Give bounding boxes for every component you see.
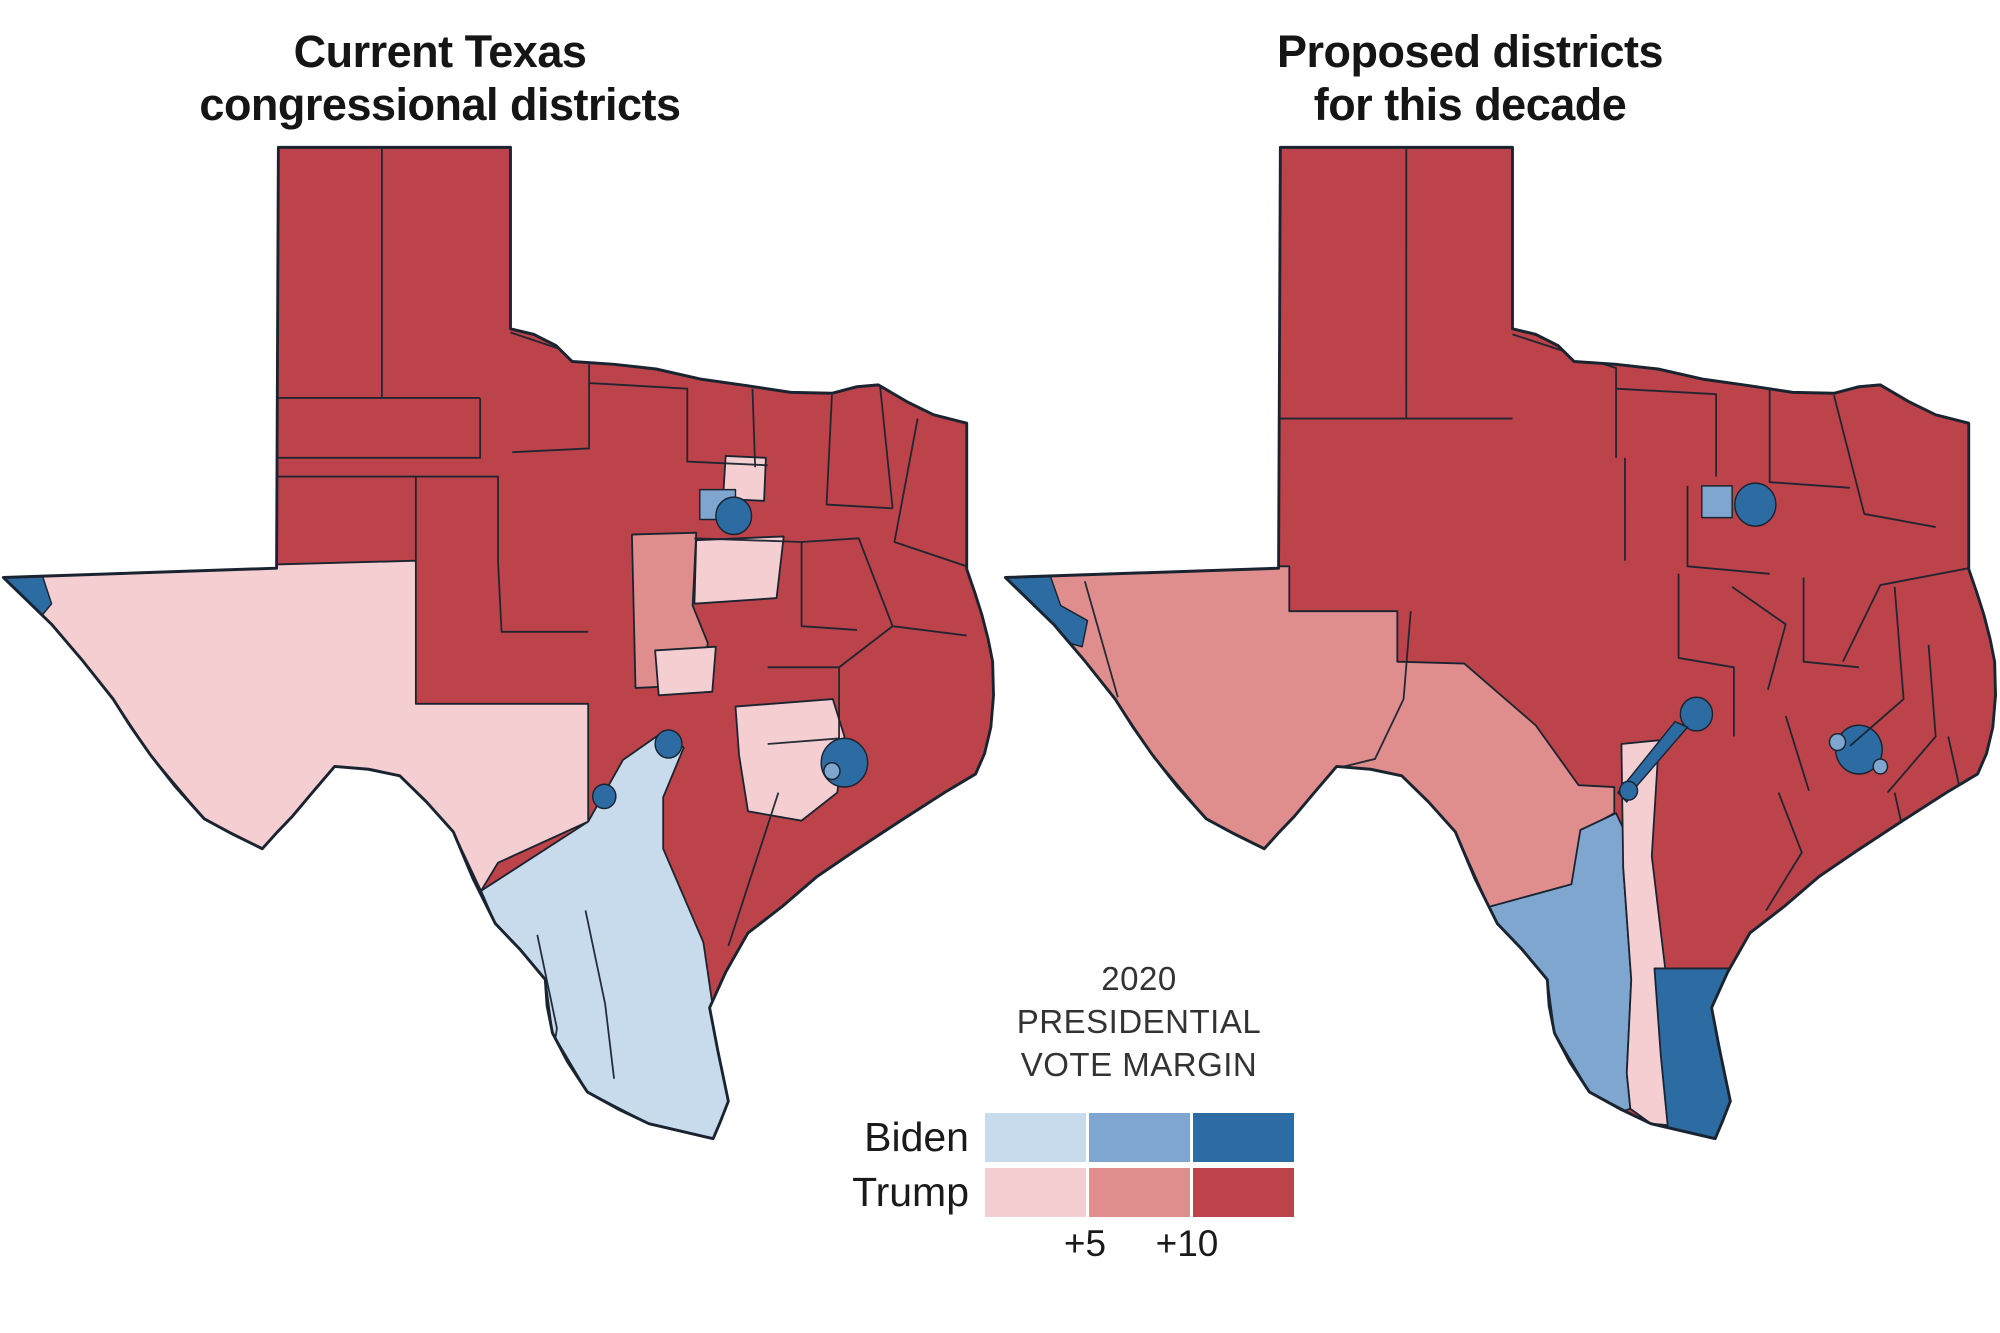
legend-swatch-biden-2: [1089, 1112, 1190, 1162]
title-proposed-line1: Proposed districts: [1276, 26, 1664, 77]
city-houston-inner-blob: [1828, 732, 1847, 752]
legend-row-trump: Trump: [833, 1167, 1313, 1217]
city-houston-inner-blob-2: [1872, 758, 1889, 775]
legend-swatch-trump-3: [1193, 1167, 1294, 1217]
city-dallas-fort-worth: [699, 488, 753, 536]
city-fortworth-blob: [1701, 485, 1733, 519]
legend-title: 2020 PRESIDENTIAL VOTE MARGIN: [983, 958, 1295, 1087]
district-lines-proposed: [1083, 147, 1969, 911]
zone-pale-red-nw-austin: [654, 645, 717, 697]
title-current-line2: congressional districts: [199, 78, 681, 130]
city-houston-cluster: [1828, 724, 1889, 775]
legend-title-line2: VOTE MARGIN: [1020, 1045, 1258, 1083]
zone-pale-red-east-of-strip: [693, 535, 785, 605]
legend-swatch-trump-2: [1089, 1167, 1190, 1217]
legend-swatches-trump: [985, 1167, 1294, 1217]
city-dallas-blob: [715, 496, 753, 536]
map-current-texas: [1, 145, 996, 1141]
city-houston-blob: [820, 737, 869, 788]
title-proposed-map: Proposed districts for this decade: [1080, 26, 1860, 131]
title-current-line1: Current Texas: [293, 26, 587, 77]
legend-label-trump: Trump: [852, 1168, 969, 1215]
city-dallas-fort-worth: [1701, 482, 1777, 527]
city-san-antonio-blob: [591, 783, 617, 810]
legend-title-line1: 2020 PRESIDENTIAL: [1016, 960, 1262, 1040]
city-dallas-blob: [1734, 482, 1777, 527]
city-houston-inner-blob: [823, 761, 841, 781]
legend-rows: Biden Trump: [833, 1112, 1313, 1217]
city-houston-cluster: [820, 737, 869, 788]
legend-ticks: +5 +10: [833, 1223, 1313, 1271]
legend-row-biden: Biden: [833, 1112, 1313, 1162]
city-san-antonio-blob: [1618, 780, 1639, 801]
title-proposed-line2: for this decade: [1313, 78, 1627, 130]
legend-tick-plus5: +5: [1063, 1222, 1107, 1264]
title-current-map: Current Texas congressional districts: [50, 26, 830, 131]
legend-swatch-biden-3: [1193, 1112, 1294, 1162]
zone-pale-red-austin-houston: [734, 698, 846, 822]
district-lines-current: [278, 147, 968, 1098]
legend-tick-plus10: +10: [1155, 1222, 1219, 1264]
legend: 2020 PRESIDENTIAL VOTE MARGIN Biden Trum…: [833, 958, 1313, 1271]
legend-swatches-biden: [985, 1112, 1294, 1162]
map-proposed-texas: [1003, 145, 1998, 1141]
legend-swatch-biden-1: [985, 1112, 1086, 1162]
legend-label-biden: Biden: [864, 1113, 969, 1160]
legend-swatch-trump-1: [985, 1167, 1086, 1217]
city-austin-blob: [1679, 696, 1714, 732]
city-austin-blob: [654, 729, 683, 759]
